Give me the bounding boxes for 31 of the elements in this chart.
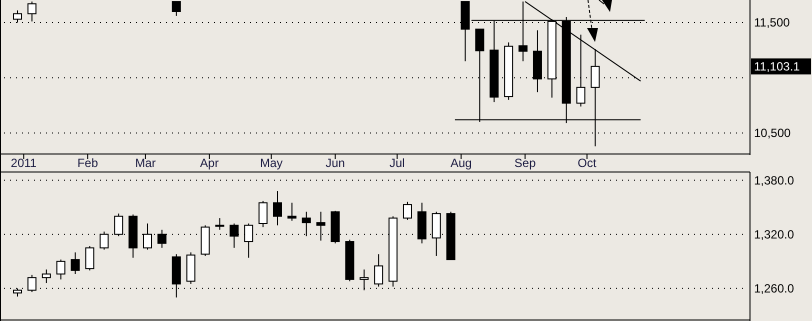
x-tick-label: Jun: [326, 156, 345, 170]
x-tick-label: Jul: [389, 156, 405, 170]
x-tick-label: 2011: [10, 156, 37, 170]
candlestick: [244, 223, 254, 258]
candlestick: [56, 259, 66, 280]
candlestick: [172, 1, 181, 16]
candlestick: [272, 190, 282, 226]
x-tick-label: Sep: [514, 156, 536, 170]
y-tick-label: 10,500: [754, 126, 792, 140]
y-tick-label: 1,380.0: [754, 173, 794, 188]
x-tick-label: May: [260, 156, 283, 170]
candlestick: [215, 218, 224, 230]
y-tick-label: 1,260.0: [754, 282, 794, 296]
x-tick-label: Oct: [578, 156, 597, 170]
candlestick: [85, 246, 94, 271]
candlestick: [374, 254, 384, 288]
candlestick: [402, 201, 412, 220]
candlestick: [258, 200, 268, 228]
candlestick: [27, 274, 36, 293]
candlestick: [287, 202, 296, 222]
y-tick-label: 1,320.0: [754, 228, 794, 242]
x-tick-label: Mar: [135, 156, 156, 170]
candlestick: [27, 1, 36, 22]
x-tick-label: Feb: [77, 156, 98, 170]
text: 11,103.1: [754, 60, 800, 74]
candlestick: [42, 268, 51, 284]
candlestick: [100, 231, 109, 250]
y-tick-label: 11,500: [754, 16, 790, 30]
x-tick-label: Aug: [450, 156, 472, 170]
x-tick-label: Apr: [200, 156, 219, 170]
candlestick: [70, 252, 80, 275]
